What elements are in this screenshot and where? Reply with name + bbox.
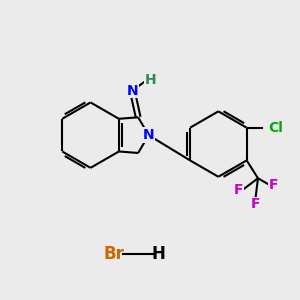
Text: H: H bbox=[144, 73, 156, 87]
Text: N: N bbox=[126, 84, 138, 98]
Text: F: F bbox=[269, 178, 278, 192]
Text: H: H bbox=[152, 245, 166, 263]
Text: F: F bbox=[234, 182, 244, 197]
Text: Br: Br bbox=[104, 245, 125, 263]
Text: F: F bbox=[251, 197, 260, 211]
Text: N: N bbox=[143, 128, 154, 142]
Text: Cl: Cl bbox=[268, 121, 283, 135]
